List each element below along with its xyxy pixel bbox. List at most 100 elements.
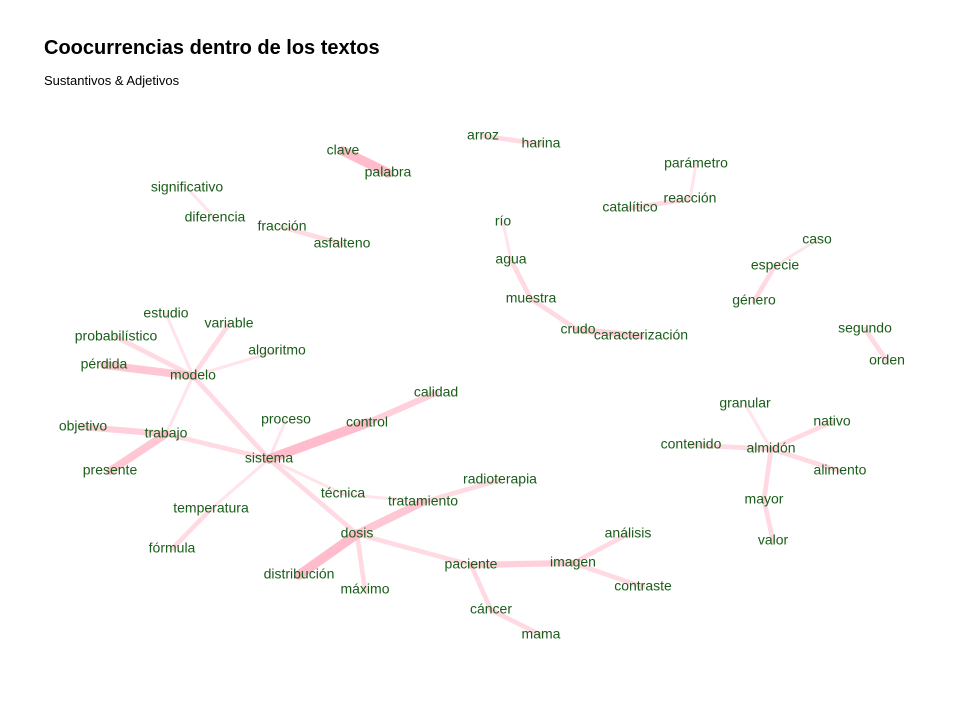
edge-trabajo-presente (106, 430, 170, 475)
edge-paciente-cáncer (468, 562, 494, 613)
edge-almidón-alimento (768, 446, 843, 474)
node-label: género (732, 292, 776, 308)
node-label: parámetro (664, 155, 728, 171)
node-label: valor (758, 532, 789, 548)
node-label: arroz (467, 127, 499, 143)
edge-imagen-análisis (570, 531, 631, 566)
edge-mayor-valor (761, 497, 776, 544)
node-label: mama (522, 626, 561, 642)
edge-sistema-dosis (266, 456, 360, 537)
node-label: fracción (257, 218, 306, 234)
node-label: caso (802, 231, 832, 247)
node-label: orden (869, 352, 905, 368)
edge-pérdida-modelo (100, 361, 197, 380)
node-label: paciente (445, 556, 498, 572)
node-label: imagen (550, 554, 596, 570)
node-label: cáncer (470, 601, 512, 617)
node-label: sistema (245, 450, 293, 466)
edge-sistema-control (264, 418, 372, 464)
edge-clave-palabra (338, 146, 393, 178)
node-label: análisis (605, 525, 652, 541)
node-label: caracterización (594, 327, 688, 343)
edge-proceso-sistema (267, 418, 288, 461)
edge-granular-almidón (743, 402, 773, 451)
edge-agua-muestra (508, 257, 534, 302)
node-label: crudo (560, 321, 595, 337)
edge-significativo-diferencia (185, 186, 217, 220)
node-label: río (495, 213, 512, 229)
edge-modelo-trabajo (164, 374, 195, 436)
edge-objetivo-trabajo (79, 423, 170, 438)
node-label: muestra (506, 290, 557, 306)
edge-paciente-imagen (467, 559, 577, 569)
node-label: máximo (340, 581, 389, 597)
edge-dosis-distribución (294, 529, 362, 580)
chart-subtitle: Sustantivos & Adjetivos (44, 73, 180, 88)
node-label: catalítico (602, 199, 657, 215)
node-label: modelo (170, 367, 216, 383)
edge-dosis-paciente (354, 531, 474, 568)
edge-técnica-tratamiento (341, 492, 425, 504)
edge-imagen-contraste (570, 560, 646, 590)
edge-arroz-harina (480, 133, 544, 147)
edge-trabajo-sistema (163, 431, 272, 462)
node-label: significativo (151, 179, 224, 195)
node-label: especie (751, 257, 799, 273)
node-label: algoritmo (248, 342, 306, 358)
nodes-layer: clave palabra arroz harina parámetro reacción… (59, 127, 905, 642)
edge-río-agua (501, 220, 513, 262)
edge-sistema-temperatura (209, 457, 271, 511)
edge-variable-modelo (190, 321, 232, 379)
node-label: reacción (664, 190, 717, 206)
edge-dosis-tratamiento (353, 498, 427, 538)
edge-muestra-crudo (528, 296, 581, 333)
edge-tratamiento-radioterapia (420, 477, 503, 505)
edge-contenido-almidón (688, 442, 774, 452)
node-label: mayor (745, 491, 784, 507)
node-label: clave (327, 142, 360, 158)
edges-layer (79, 133, 890, 638)
edge-almidón-mayor (761, 446, 774, 503)
node-label: control (346, 414, 388, 430)
chart-title: Coocurrencias dentro de los textos (44, 37, 380, 59)
edge-nativo-almidón (768, 419, 835, 452)
node-label: variable (204, 315, 253, 331)
node-label: objetivo (59, 418, 107, 434)
edge-probabilístico-modelo (113, 334, 196, 379)
node-label: trabajo (145, 425, 188, 441)
edge-algoritmo-modelo (191, 349, 279, 378)
node-label: presente (83, 462, 138, 478)
node-label: segundo (838, 320, 892, 336)
node-label: granular (719, 395, 771, 411)
node-label: agua (495, 251, 526, 267)
node-label: fórmula (149, 540, 196, 556)
edge-reacción-catalítico (627, 196, 693, 211)
node-label: harina (522, 135, 561, 151)
node-label: tratamiento (388, 493, 458, 509)
node-label: palabra (365, 164, 412, 180)
node-label: alimento (814, 462, 867, 478)
node-label: calidad (414, 384, 458, 400)
node-label: almidón (746, 440, 795, 456)
node-label: proceso (261, 411, 311, 427)
edge-caso-especie (773, 238, 819, 268)
node-label: nativo (813, 413, 851, 429)
node-label: temperatura (173, 500, 249, 516)
edge-temperatura-fórmula (169, 506, 214, 552)
node-label: distribución (264, 566, 335, 582)
node-label: contenido (661, 436, 722, 452)
node-label: asfalteno (314, 235, 371, 251)
node-label: probabilístico (75, 328, 158, 344)
edge-crudo-caracterización (574, 326, 645, 340)
node-label: técnica (321, 485, 366, 501)
edge-segundo-orden (862, 326, 890, 364)
node-label: contraste (614, 578, 672, 594)
node-label: dosis (341, 525, 374, 541)
node-label: diferencia (185, 209, 246, 225)
edge-cáncer-mama (488, 607, 544, 638)
node-label: estudio (143, 305, 188, 321)
node-label: radioterapia (463, 471, 537, 487)
edge-fracción-asfalteno (279, 224, 345, 247)
edge-dosis-máximo (354, 531, 368, 593)
